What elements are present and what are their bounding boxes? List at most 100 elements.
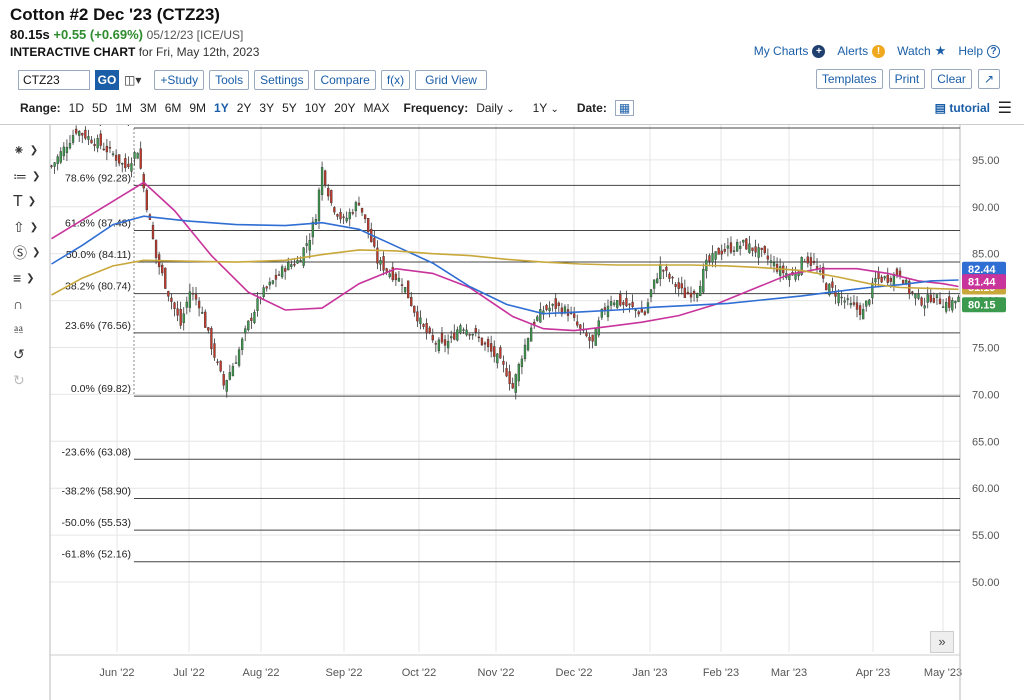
my-charts-link[interactable]: My Charts + bbox=[754, 44, 826, 58]
frequency-select[interactable]: Daily ⌄ bbox=[476, 101, 514, 115]
print-button[interactable]: Print bbox=[888, 69, 926, 89]
fib-level-label: -61.8% (52.16) bbox=[62, 549, 131, 561]
candle bbox=[345, 211, 348, 224]
candle-body bbox=[443, 339, 447, 346]
candle bbox=[247, 320, 250, 332]
tools-button[interactable]: Tools bbox=[209, 70, 250, 90]
range-option-3m[interactable]: 3M bbox=[140, 101, 157, 115]
text-tool[interactable]: T ❯ bbox=[13, 189, 47, 215]
fx-button[interactable]: f(x) bbox=[380, 70, 411, 90]
tutorial-link[interactable]: ▤ tutorial bbox=[935, 101, 990, 115]
candle-body bbox=[714, 251, 717, 260]
redo-tool[interactable]: ↻ bbox=[13, 368, 47, 394]
help-link[interactable]: Help? bbox=[958, 44, 1000, 58]
plus-icon: + bbox=[812, 44, 826, 58]
candle-body bbox=[643, 311, 647, 315]
lock-tool[interactable]: ⎂ bbox=[13, 317, 47, 343]
candle-body bbox=[616, 300, 619, 308]
go-button[interactable]: GO bbox=[95, 70, 119, 90]
range-option-2y[interactable]: 2Y bbox=[236, 101, 252, 115]
candle-body bbox=[407, 280, 410, 299]
scroll-right-button[interactable]: » bbox=[930, 631, 954, 653]
candle bbox=[290, 260, 293, 270]
crosshair-tool[interactable]: ⁕ ❯ bbox=[13, 138, 47, 164]
candle bbox=[213, 338, 216, 361]
period-select[interactable]: 1Y ⌄ bbox=[533, 101, 559, 115]
candle bbox=[594, 327, 597, 346]
candle-body bbox=[837, 293, 840, 304]
candle bbox=[883, 275, 886, 281]
candle bbox=[394, 272, 398, 286]
candle bbox=[511, 377, 514, 389]
candle bbox=[210, 326, 213, 356]
settings-button[interactable]: Settings bbox=[254, 70, 310, 90]
help-label: Help bbox=[958, 44, 983, 58]
candle-body bbox=[754, 246, 757, 253]
candle-body bbox=[296, 260, 299, 264]
range-option-3y[interactable]: 3Y bbox=[259, 101, 275, 115]
candle bbox=[708, 253, 711, 267]
study-button[interactable]: +Study bbox=[154, 70, 205, 90]
candle bbox=[880, 274, 883, 284]
expand-button[interactable]: ↗ bbox=[977, 69, 1000, 89]
candle-body bbox=[228, 372, 232, 380]
range-option-6m[interactable]: 6M bbox=[164, 101, 182, 115]
range-option-20y[interactable]: 20Y bbox=[334, 101, 356, 115]
candle bbox=[938, 292, 942, 305]
range-option-max[interactable]: MAX bbox=[363, 101, 390, 115]
range-option-5d[interactable]: 5D bbox=[92, 101, 108, 115]
grid-view-button[interactable]: Grid View bbox=[415, 70, 487, 90]
candle bbox=[935, 294, 939, 305]
trendline-tool[interactable]: ≔ ❯ bbox=[13, 164, 47, 190]
candle bbox=[348, 208, 351, 227]
candle bbox=[775, 257, 779, 274]
candle-body bbox=[674, 284, 677, 287]
templates-button[interactable]: Templates bbox=[815, 69, 883, 89]
candle bbox=[173, 301, 176, 317]
range-option-5y[interactable]: 5Y bbox=[282, 101, 297, 115]
candle-body bbox=[376, 247, 379, 264]
range-option-9m[interactable]: 9M bbox=[189, 101, 207, 115]
compare-button[interactable]: Compare bbox=[314, 70, 376, 90]
toolbar-right: Templates Print Clear ↗ bbox=[815, 69, 1000, 89]
candle-body bbox=[588, 336, 591, 341]
candle bbox=[468, 333, 471, 340]
magnet-tool[interactable]: ∩ bbox=[13, 291, 47, 317]
candle bbox=[330, 189, 333, 206]
y-tick-label: 95.00 bbox=[972, 155, 1000, 167]
candle bbox=[108, 140, 112, 153]
watch-link[interactable]: Watch ★ bbox=[897, 43, 946, 59]
range-option-1y[interactable]: 1Y bbox=[214, 101, 229, 115]
fib-level-label: -23.6% (63.08) bbox=[62, 446, 131, 458]
symbol-tool[interactable]: Ⓢ ❯ bbox=[13, 240, 47, 266]
candle-body bbox=[766, 255, 770, 260]
candle bbox=[400, 278, 404, 293]
calendar-icon[interactable]: ▦ bbox=[614, 100, 635, 116]
symbol-input[interactable]: CTZ23 bbox=[18, 70, 90, 90]
candle bbox=[308, 233, 311, 259]
price-chart[interactable]: 105.00100.0095.0090.0085.0080.0075.0070.… bbox=[0, 125, 1024, 700]
arrow-tool[interactable]: ⇧ ❯ bbox=[13, 215, 47, 241]
candle bbox=[683, 279, 687, 298]
text-icon: T bbox=[13, 192, 23, 210]
candles bbox=[50, 125, 960, 400]
candle-body bbox=[711, 253, 714, 263]
candle-body bbox=[99, 133, 102, 146]
clear-button[interactable]: Clear bbox=[931, 69, 972, 89]
candle-body bbox=[865, 300, 868, 307]
alerts-link[interactable]: Alerts! bbox=[837, 44, 886, 58]
fibonacci-tool[interactable]: ≡ ❯ bbox=[13, 266, 47, 292]
candle bbox=[517, 362, 520, 387]
range-option-1m[interactable]: 1M bbox=[115, 101, 133, 115]
menu-icon[interactable]: ☰ bbox=[997, 100, 1012, 117]
undo-tool[interactable]: ↺ bbox=[13, 342, 47, 368]
candle bbox=[754, 239, 757, 258]
range-option-1d[interactable]: 1D bbox=[68, 101, 85, 115]
candle bbox=[671, 275, 674, 285]
candle-type-icon[interactable]: ◫▾ bbox=[124, 73, 142, 87]
fib-level-label: 0.0% (69.82) bbox=[71, 383, 131, 395]
candle-body bbox=[868, 299, 871, 305]
candle-body bbox=[256, 298, 259, 311]
candle bbox=[809, 252, 813, 273]
range-option-10y[interactable]: 10Y bbox=[304, 101, 327, 115]
